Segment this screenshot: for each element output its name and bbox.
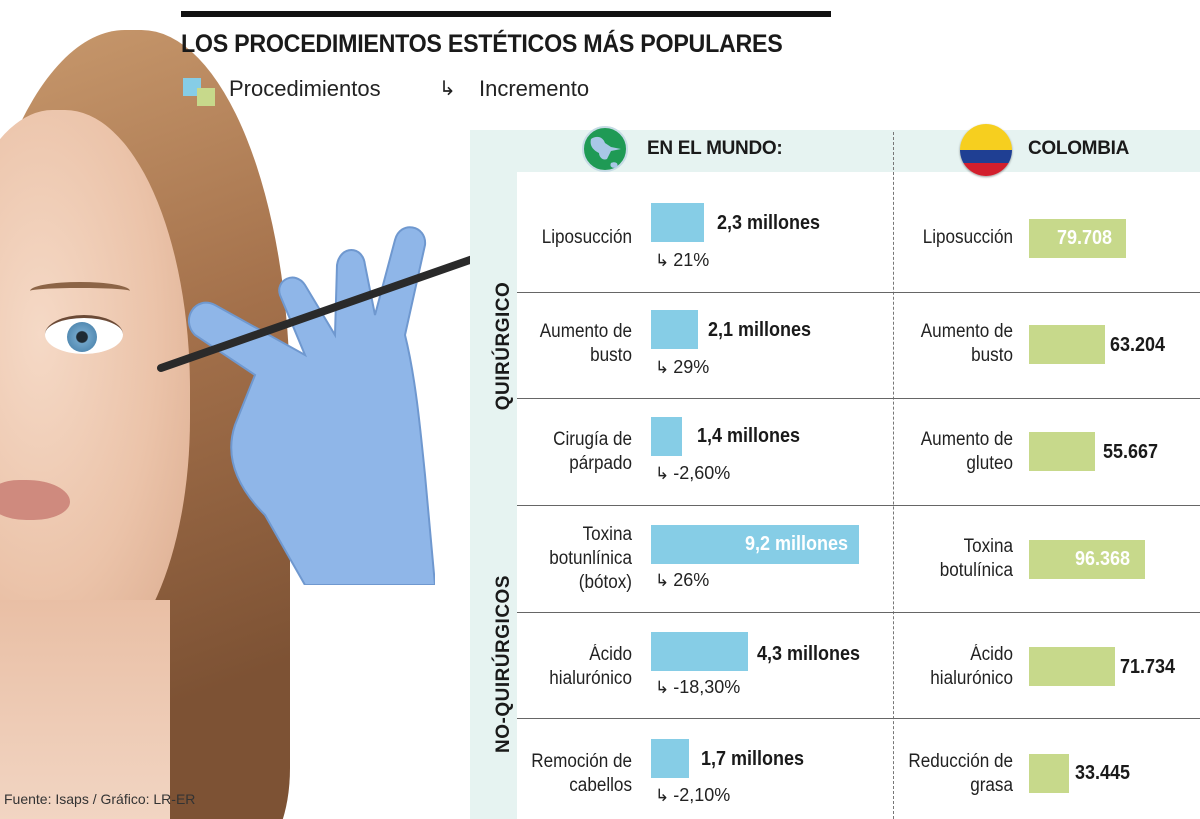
legend-swatch-blue <box>183 78 201 96</box>
row-divider <box>517 612 1200 613</box>
row-divider <box>517 718 1200 719</box>
world-value: 1,4 millones <box>697 425 801 447</box>
increase-value: 21% <box>673 250 710 270</box>
increase-value: -18,30% <box>673 677 741 697</box>
iris-shape <box>67 322 97 352</box>
face-shape <box>0 110 190 670</box>
legend-swatch-green <box>197 88 215 106</box>
colombia-bar <box>1029 754 1069 793</box>
eye-shape <box>45 315 123 354</box>
colombia-procedure-name: Liposucción <box>922 227 1013 248</box>
world-value: 1,7 millones <box>701 748 805 770</box>
increment-arrow-icon: ↳ <box>655 358 670 377</box>
world-value: 2,1 millones <box>708 319 812 341</box>
category-non-surgical: NO-QUIRÚRGICOS <box>493 575 514 753</box>
world-value: 4,3 millones <box>757 643 861 665</box>
row-divider <box>517 292 1200 293</box>
source-note: Fuente: Isaps / Gráfico: LR-ER <box>4 791 196 807</box>
colombia-bar <box>1029 219 1126 258</box>
world-bar <box>651 739 689 778</box>
colombia-procedure-name: Aumento de gluteo <box>920 429 1013 474</box>
world-bar <box>651 310 698 349</box>
category-surgical: QUIRÚRGICO <box>493 281 514 411</box>
legend-label-procedimientos: Procedimientos <box>229 76 381 101</box>
world-value: 2,3 millones <box>717 212 821 234</box>
header-colombia: COLOMBIA <box>1028 138 1130 159</box>
increment-arrow-icon: ↳ <box>655 678 670 697</box>
hero-photo <box>0 0 470 819</box>
column-divider <box>893 132 894 819</box>
header-world: EN EL MUNDO: <box>647 138 783 159</box>
world-increase: ↳ -2,10% <box>655 785 730 806</box>
row-divider <box>517 505 1200 506</box>
colombia-bar <box>1029 432 1095 471</box>
colombia-value: 55.667 <box>1103 441 1159 463</box>
pencil-icon <box>157 255 470 372</box>
colombia-procedure-name: Aumento de busto <box>920 321 1013 366</box>
top-rule <box>181 11 831 17</box>
world-bar <box>651 417 682 456</box>
world-procedure-name: Cirugía de párpado <box>553 429 632 474</box>
world-procedure-name: Toxina botunlínica (bótox) <box>549 524 632 593</box>
world-increase: ↳ 21% <box>655 250 709 271</box>
world-bar <box>651 632 748 671</box>
world-procedure-name: Liposucción <box>541 227 632 248</box>
world-increase: ↳ -18,30% <box>655 677 740 698</box>
world-increase: ↳ 29% <box>655 357 709 378</box>
table-body <box>517 172 1200 819</box>
increment-arrow-icon: ↳ <box>655 571 670 590</box>
increase-value: -2,10% <box>673 785 731 805</box>
colombia-value: 63.204 <box>1110 334 1166 356</box>
row-divider <box>517 398 1200 399</box>
colombia-bar <box>1029 540 1145 579</box>
increment-arrow-icon: ↳ <box>655 251 670 270</box>
colombia-procedure-name: Toxina botulínica <box>939 536 1013 581</box>
world-bar <box>651 203 704 242</box>
increment-arrow-icon: ↳ <box>439 78 456 100</box>
chart-title: LOS PROCEDIMIENTOS ESTÉTICOS MÁS POPULAR… <box>181 30 783 58</box>
world-procedure-name: Ácido hialurónico <box>549 644 632 689</box>
colombia-value: 71.734 <box>1120 656 1176 678</box>
world-bar <box>651 525 859 564</box>
colombia-value: 33.445 <box>1075 762 1131 784</box>
increase-value: 26% <box>673 570 710 590</box>
world-value: 9,2 millones <box>745 533 849 555</box>
eyebrow-shape <box>30 282 130 300</box>
world-procedure-name: Remoción de cabellos <box>531 751 632 796</box>
world-increase: ↳ -2,60% <box>655 463 730 484</box>
legend-label-incremento: Incremento <box>479 76 590 101</box>
increase-value: -2,60% <box>673 463 731 483</box>
increase-value: 29% <box>673 357 710 377</box>
colombia-value: 79.708 <box>1057 227 1113 249</box>
colombia-procedure-name: Ácido hialurónico <box>930 644 1013 689</box>
colombia-bar <box>1029 325 1105 364</box>
glove-icon <box>188 226 435 585</box>
colombia-bar <box>1029 647 1115 686</box>
increment-arrow-icon: ↳ <box>655 464 670 483</box>
neck-shape <box>0 600 170 819</box>
increment-arrow-icon: ↳ <box>655 786 670 805</box>
colombia-procedure-name: Reducción de grasa <box>908 751 1013 796</box>
colombia-value: 96.368 <box>1075 548 1131 570</box>
lips-shape <box>0 480 70 520</box>
world-procedure-name: Aumento de busto <box>539 321 632 366</box>
world-increase: ↳ 26% <box>655 570 709 591</box>
globe-icon <box>582 126 628 172</box>
colombia-flag-icon <box>960 124 1012 176</box>
